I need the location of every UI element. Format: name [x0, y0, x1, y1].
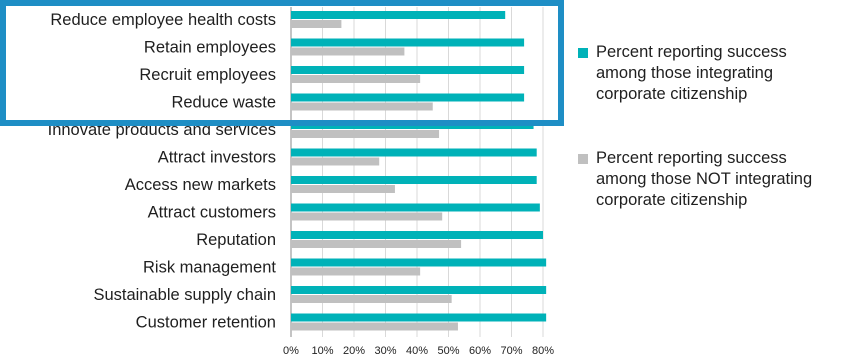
bar-attract-investors-series-2	[291, 157, 380, 166]
bar-reputation-series-1	[291, 231, 543, 239]
bar-access-new-markets-series-1	[291, 176, 537, 184]
category-label-risk-management: Risk management	[143, 259, 276, 277]
bar-recruit-employees-series-1	[291, 66, 525, 74]
category-label-attract-customers: Attract customers	[148, 204, 276, 222]
bar-innovate-products-and-services-series-2	[291, 130, 440, 138]
legend-swatch-integrating	[578, 48, 588, 58]
category-label-access-new-markets: Access new markets	[125, 176, 276, 194]
bar-retain-employees-series-2	[291, 47, 405, 56]
bar-attract-investors-series-1	[291, 148, 537, 157]
x-tick-label: 40%	[406, 345, 428, 357]
legend-label-not-integrating: Percent reporting success among those NO…	[596, 149, 813, 209]
bar-retain-employees-series-1	[291, 38, 525, 47]
legend-item-not-integrating: Percent reporting success among those NO…	[578, 148, 840, 211]
bar-reduce-waste-series-2	[291, 102, 433, 111]
category-labels: Reduce employee health costs Retain emplo…	[48, 11, 277, 332]
x-tick-label: 0%	[283, 345, 299, 357]
category-label-reduce-employee-health-costs: Reduce employee health costs	[50, 11, 276, 29]
legend-item-integrating: Percent reporting success among those in…	[578, 42, 840, 105]
x-tick-labels: 0% 10% 20% 30% 40% 50% 60% 70% 80%	[283, 345, 554, 357]
bar-customer-retention-series-1	[291, 313, 547, 322]
x-tick-label: 70%	[500, 345, 522, 357]
bar-reputation-series-2	[291, 240, 462, 248]
bar-reduce-employee-health-costs-series-2	[291, 20, 342, 28]
bar-reduce-waste-series-1	[291, 93, 525, 102]
x-tick-label: 10%	[311, 345, 333, 357]
bar-attract-customers-series-1	[291, 203, 540, 212]
category-label-reputation: Reputation	[196, 231, 276, 249]
bar-recruit-employees-series-2	[291, 75, 421, 83]
category-label-retain-employees: Retain employees	[144, 39, 276, 57]
legend-swatch-not-integrating	[578, 154, 588, 164]
category-label-attract-investors: Attract investors	[158, 149, 276, 167]
highlight-box	[0, 0, 564, 126]
category-label-sustainable-supply-chain: Sustainable supply chain	[93, 286, 276, 304]
bar-customer-retention-series-2	[291, 322, 458, 331]
bar-attract-customers-series-2	[291, 212, 443, 221]
x-tick-label: 60%	[469, 345, 491, 357]
category-label-reduce-waste: Reduce waste	[171, 94, 276, 112]
legend-label-integrating: Percent reporting success among those in…	[596, 43, 787, 103]
x-tick-label: 30%	[374, 345, 396, 357]
bar-risk-management-series-1	[291, 258, 547, 267]
x-tick-label: 20%	[343, 345, 365, 357]
bar-sustainable-supply-chain-series-2	[291, 295, 452, 303]
bars	[291, 11, 547, 331]
bar-risk-management-series-2	[291, 267, 421, 276]
grid-lines	[290, 7, 544, 337]
x-tick-label: 50%	[437, 345, 459, 357]
category-label-recruit-employees: Recruit employees	[139, 66, 276, 84]
bar-access-new-markets-series-2	[291, 185, 395, 193]
category-label-customer-retention: Customer retention	[136, 314, 276, 332]
bar-reduce-employee-health-costs-series-1	[291, 11, 506, 19]
bar-sustainable-supply-chain-series-1	[291, 286, 547, 294]
x-tick-label: 80%	[532, 345, 554, 357]
